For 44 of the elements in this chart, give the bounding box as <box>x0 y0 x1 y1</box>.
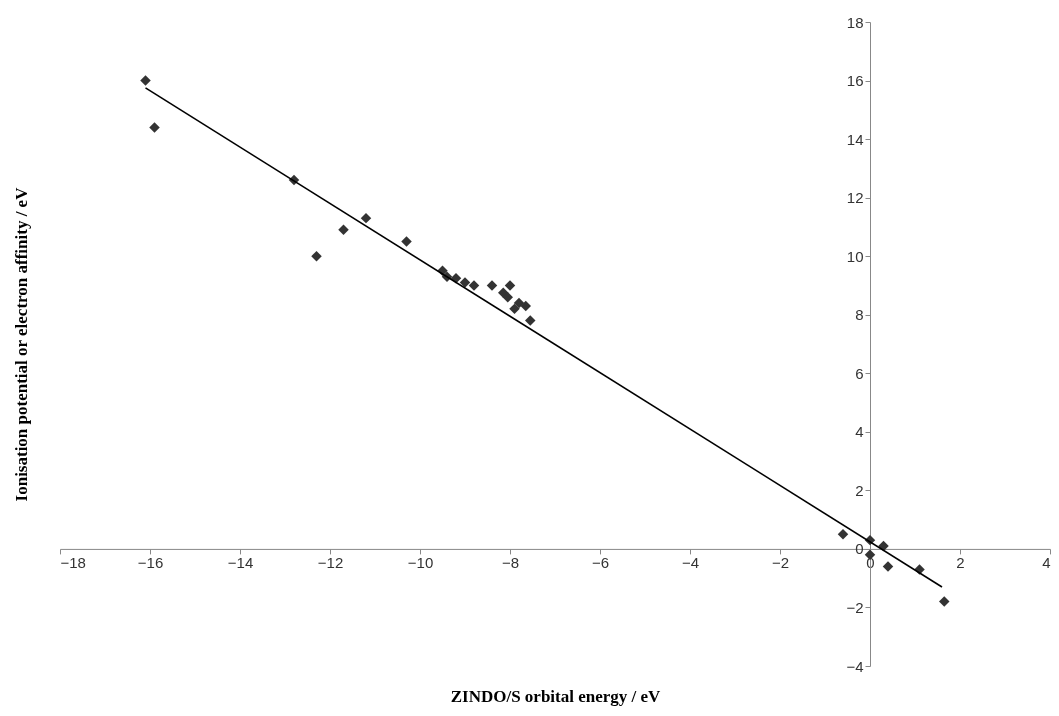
y-tick-label: 4 <box>855 423 864 441</box>
y-tick-label: 18 <box>846 13 864 31</box>
x-tick-label: 2 <box>956 554 965 572</box>
point <box>502 291 513 303</box>
x-tick-label: −6 <box>591 554 610 572</box>
y-tick-label: 16 <box>846 72 864 90</box>
point <box>140 75 151 86</box>
point <box>459 277 471 288</box>
point <box>513 297 525 309</box>
x-tick-label: −18 <box>60 554 86 572</box>
point <box>401 236 412 247</box>
y-tick-label: 12 <box>846 189 864 207</box>
x-tick-label: −10 <box>407 554 434 572</box>
x-tick-label: −14 <box>227 554 254 572</box>
y-tick-label: 14 <box>846 130 864 148</box>
point <box>509 303 520 315</box>
x-tick-label: −2 <box>771 554 790 572</box>
y-tick-label: 2 <box>855 481 864 499</box>
point <box>504 280 516 291</box>
point <box>882 561 894 572</box>
y-tick-label: −4 <box>846 657 864 675</box>
point <box>525 315 536 326</box>
x-tick-label: −8 <box>501 554 520 572</box>
point <box>837 529 849 540</box>
point <box>450 272 462 284</box>
y-tick-label: 6 <box>855 364 864 382</box>
y-axis-title: Ionisation potential or electron affinity / eV <box>11 186 31 502</box>
point <box>311 250 322 262</box>
point <box>520 300 531 312</box>
y-tick-label: −2 <box>846 598 864 616</box>
x-tick-label: −16 <box>137 554 164 572</box>
x-tick-label: 4 <box>1042 554 1051 572</box>
point <box>486 280 498 291</box>
point <box>149 122 160 133</box>
y-tick-label: 0 <box>855 540 864 558</box>
point <box>360 212 372 224</box>
y-tick-label: 10 <box>846 247 864 265</box>
point <box>939 596 950 607</box>
point <box>468 280 480 291</box>
x-axis-title: ZINDO/S orbital energy / eV <box>450 686 662 706</box>
x-tick-label: −12 <box>317 554 344 572</box>
point <box>338 224 349 236</box>
y-tick-label: 8 <box>855 306 864 324</box>
x-tick-label: −4 <box>681 554 700 572</box>
